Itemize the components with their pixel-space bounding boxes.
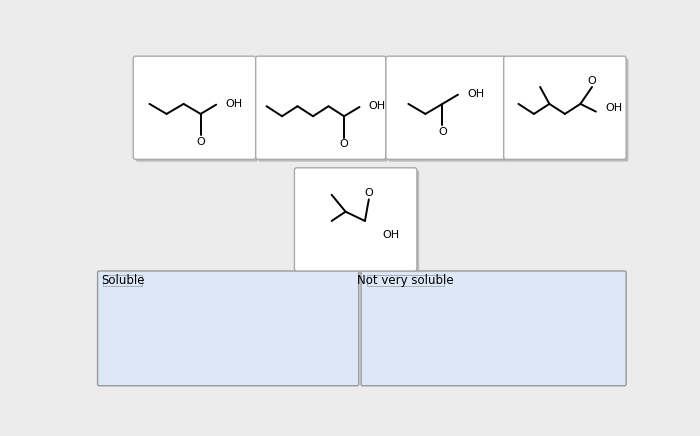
Text: OH: OH: [369, 101, 386, 111]
FancyBboxPatch shape: [133, 56, 256, 159]
FancyBboxPatch shape: [256, 56, 386, 159]
Text: Soluble: Soluble: [101, 274, 144, 287]
Text: OH: OH: [382, 230, 399, 240]
Text: OH: OH: [468, 89, 484, 99]
FancyBboxPatch shape: [389, 58, 508, 162]
Text: OH: OH: [606, 103, 622, 113]
FancyBboxPatch shape: [504, 56, 626, 159]
FancyBboxPatch shape: [367, 275, 444, 286]
FancyBboxPatch shape: [361, 271, 626, 386]
Text: O: O: [588, 76, 596, 86]
Text: OH: OH: [225, 99, 243, 109]
FancyBboxPatch shape: [97, 271, 358, 386]
Text: O: O: [196, 136, 205, 146]
FancyBboxPatch shape: [136, 58, 258, 162]
FancyBboxPatch shape: [103, 275, 142, 286]
Text: O: O: [365, 188, 373, 198]
FancyBboxPatch shape: [386, 56, 505, 159]
Text: O: O: [438, 126, 447, 136]
FancyBboxPatch shape: [295, 168, 417, 271]
Text: O: O: [340, 139, 349, 149]
FancyBboxPatch shape: [506, 58, 629, 162]
FancyBboxPatch shape: [258, 58, 389, 162]
Text: Not very soluble: Not very soluble: [357, 274, 454, 287]
FancyBboxPatch shape: [297, 170, 419, 273]
